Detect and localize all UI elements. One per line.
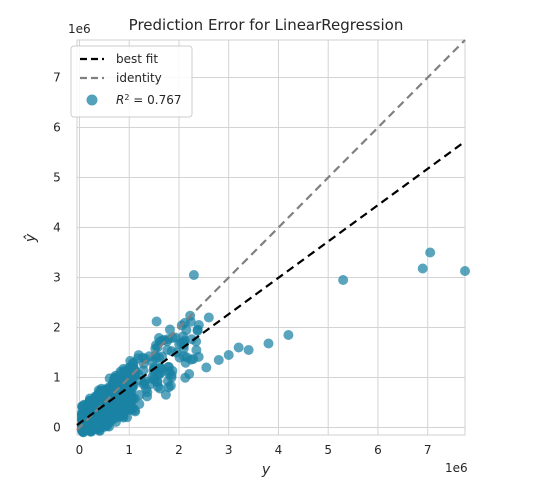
x-axis-label: y <box>261 462 271 478</box>
data-point <box>201 362 212 373</box>
data-point <box>180 357 191 368</box>
data-point <box>338 275 349 285</box>
data-point <box>213 355 224 365</box>
data-point <box>142 391 153 402</box>
y-scale-label: 1e6 <box>68 22 91 36</box>
data-point <box>154 352 165 363</box>
legend: best fit identity R2 = 0.767 <box>70 45 193 118</box>
x-tick-labels: 0 1 2 3 4 5 6 7 <box>76 443 432 457</box>
x-tick-label: 2 <box>175 443 183 457</box>
data-point <box>78 411 89 422</box>
data-point <box>166 372 177 383</box>
plot-frame <box>76 39 466 436</box>
identity-line <box>76 39 466 431</box>
data-point <box>134 399 145 410</box>
data-point <box>160 389 171 400</box>
best-fit-line <box>76 140 466 426</box>
data-point <box>425 247 436 258</box>
data-point <box>110 370 121 381</box>
x-tick-label: 1 <box>125 443 133 457</box>
legend-box <box>70 45 193 118</box>
data-point <box>149 375 160 385</box>
data-point <box>103 418 114 429</box>
y-tick-label: 1 <box>53 371 61 385</box>
data-point <box>151 340 162 351</box>
legend-points-swatch <box>86 94 98 106</box>
data-point <box>283 330 294 340</box>
data-point <box>243 345 254 355</box>
data-point <box>140 353 151 364</box>
x-tick-label: 0 <box>76 443 84 457</box>
data-point <box>130 368 141 379</box>
y-tick-label: 4 <box>53 221 61 235</box>
legend-best-fit-label: best fit <box>116 52 158 66</box>
legend-r2-symbol: R <box>116 93 124 107</box>
data-point <box>79 424 90 435</box>
legend-r2-exponent: 2 <box>124 93 129 102</box>
data-point <box>141 384 152 395</box>
legend-identity-label: identity <box>116 71 162 85</box>
data-point <box>193 320 204 330</box>
data-point <box>203 312 214 323</box>
x-tick-label: 5 <box>324 443 332 457</box>
data-point <box>417 263 428 274</box>
data-point <box>188 354 199 365</box>
legend-r2-label: R2 = 0.767 <box>116 93 181 108</box>
data-point <box>136 375 147 386</box>
x-tick-label: 3 <box>225 443 233 457</box>
data-point <box>188 270 199 280</box>
x-tick-label: 7 <box>424 443 432 457</box>
y-tick-labels: 0 1 2 3 4 5 6 7 <box>53 71 61 435</box>
legend-r2-value: = 0.767 <box>129 93 181 107</box>
y-axis-label: ŷ <box>23 233 39 243</box>
data-point <box>119 367 130 378</box>
data-point <box>460 266 470 276</box>
y-tick-label: 7 <box>53 71 61 85</box>
chart-title: Prediction Error for LinearRegression <box>129 16 404 34</box>
data-points <box>76 247 470 438</box>
data-point <box>121 391 132 402</box>
y-tick-label: 5 <box>53 171 61 185</box>
data-point <box>164 324 175 335</box>
data-point <box>223 350 234 360</box>
x-scale-label: 1e6 <box>445 461 468 475</box>
data-point <box>263 338 274 349</box>
data-point <box>159 335 170 345</box>
data-point <box>107 402 118 413</box>
data-point <box>155 362 166 373</box>
x-tick-label: 6 <box>374 443 382 457</box>
data-point <box>151 316 162 327</box>
x-tick-label: 4 <box>275 443 283 457</box>
data-point <box>233 342 244 353</box>
data-point <box>77 401 88 412</box>
data-point <box>97 387 108 398</box>
y-tick-label: 6 <box>53 121 61 135</box>
y-tick-label: 2 <box>53 321 61 335</box>
data-point <box>184 369 195 380</box>
grid-lines <box>77 40 465 435</box>
data-point <box>191 345 202 355</box>
data-point <box>186 334 197 345</box>
y-tick-label: 0 <box>53 421 61 435</box>
y-tick-label: 3 <box>53 271 61 285</box>
